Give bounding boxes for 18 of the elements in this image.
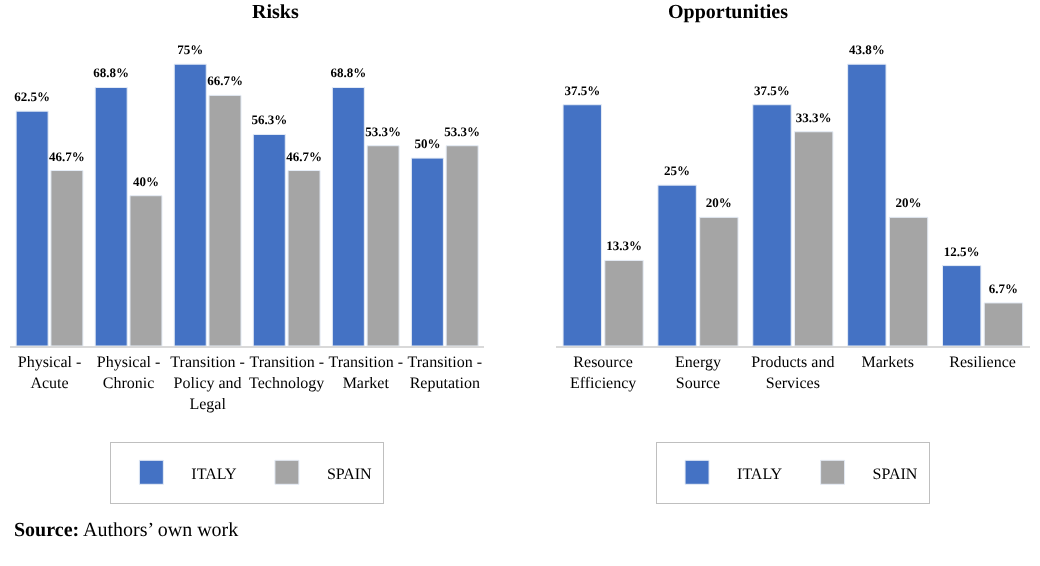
x-tick-label: Energy Source bbox=[675, 353, 722, 392]
legend-label: SPAIN bbox=[872, 464, 918, 483]
x-tick-label: Physical - Acute bbox=[17, 353, 82, 392]
x-tick-label: Transition - Market bbox=[328, 353, 404, 392]
x-tick-label: Physical - Chronic bbox=[96, 353, 162, 392]
legend-label: SPAIN bbox=[326, 464, 373, 483]
x-tick-label: Markets bbox=[861, 353, 914, 372]
x-tick-label: Transition - Technology bbox=[249, 353, 325, 392]
x-tick-label: Resource Efficiency bbox=[569, 353, 637, 392]
x-tick-label: Resilience bbox=[949, 353, 1017, 372]
source-note: Source: Authors’ own work bbox=[14, 520, 239, 542]
x-tick-label: Transition - Reputation bbox=[407, 353, 483, 392]
x-tick-label: Transition - Policy and Legal bbox=[170, 353, 246, 413]
legend-label: ITALY bbox=[191, 464, 237, 483]
legend-label: ITALY bbox=[737, 464, 783, 483]
chart-title: Opportunities bbox=[668, 2, 789, 24]
x-tick-label: Products and Services bbox=[751, 353, 835, 392]
chart-title: Risks bbox=[252, 2, 299, 24]
